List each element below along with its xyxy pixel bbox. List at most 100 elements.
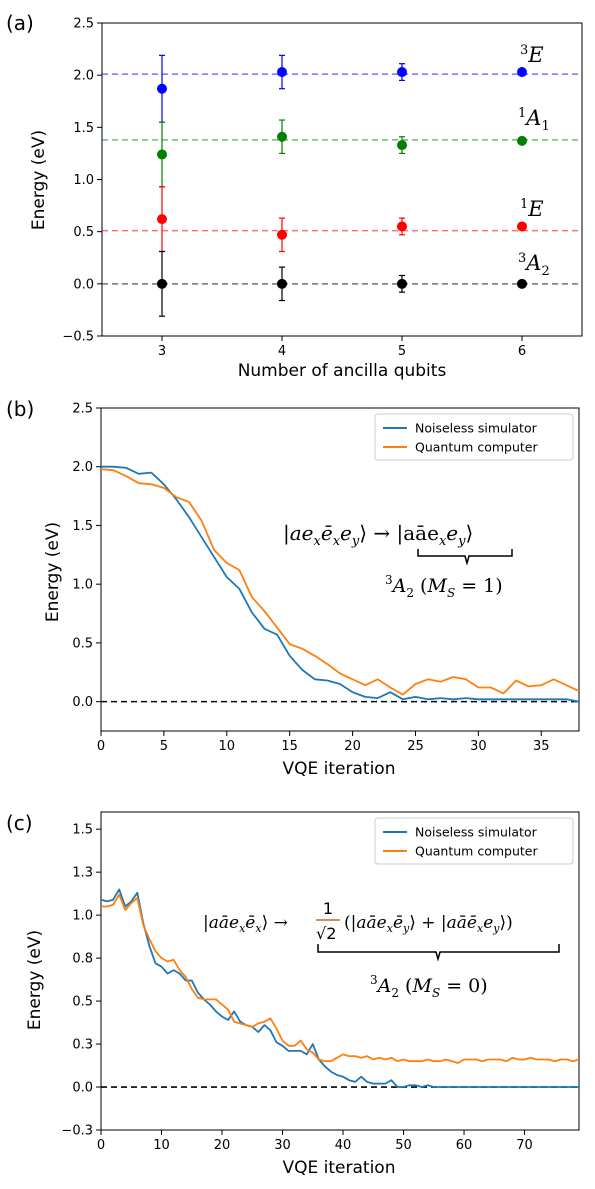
data-point-3A2 bbox=[397, 278, 407, 289]
legend-label: Quantum computer bbox=[415, 440, 538, 455]
data-point-3A2 bbox=[517, 278, 527, 289]
panel-c-ytick-label: 0.5 bbox=[72, 995, 93, 1010]
legend-label: Quantum computer bbox=[415, 844, 538, 859]
panel-a-xtick-label: 6 bbox=[518, 344, 526, 359]
panel-c-ytick-label: 0.3 bbox=[72, 1038, 93, 1053]
panel-b-xtick-label: 20 bbox=[344, 739, 361, 754]
panel-a-ylabel: Energy (eV) bbox=[29, 130, 49, 230]
panel-b-ylabel: Energy (eV) bbox=[43, 522, 63, 622]
panel-a-frame bbox=[101, 22, 583, 337]
panel-a-ytick-label: −0.5 bbox=[62, 330, 94, 345]
panel-a-xlabel: Number of ancilla qubits bbox=[238, 361, 447, 381]
panel-c-ylabel: Energy (eV) bbox=[25, 930, 45, 1030]
frac-num: 1 bbox=[323, 899, 333, 918]
panel-b-axes: 0 5 10 15 20 25 30 35 0.0 0.5 1.0 1.5 2.0 2.5 bbox=[72, 402, 580, 754]
data-point-3A2 bbox=[277, 278, 287, 289]
panel-b-ytick-label: 0.5 bbox=[72, 636, 93, 651]
panel-a-xtick-label: 5 bbox=[398, 344, 406, 359]
panel-b-ytick-label: 0.0 bbox=[72, 695, 93, 710]
panel-c-ytick-label: 1.0 bbox=[72, 909, 93, 924]
quantum-computer-line bbox=[100, 468, 580, 696]
panel-c-ytick-label: 1.3 bbox=[72, 866, 93, 881]
panel-c-marks: Noiseless simulator Quantum computer bbox=[100, 817, 580, 1088]
data-point-3E bbox=[517, 67, 527, 78]
panel-a-ytick-label: 0.0 bbox=[73, 277, 94, 292]
panel-b-ytick-label: 2.5 bbox=[72, 402, 93, 417]
panel-b-marks: Noiseless simulator Quantum computer bbox=[100, 413, 580, 703]
panel-c-frame bbox=[100, 811, 580, 1131]
panel-b-xlabel: VQE iteration bbox=[283, 759, 396, 779]
panel-a-axes: 3 4 5 6 −0.5 0.0 0.5 1.0 1.5 2.0 2.5 bbox=[62, 17, 583, 359]
panel-c-xtick-label: 40 bbox=[335, 1138, 352, 1153]
state-label-3A2: 3A2 bbox=[518, 251, 550, 279]
panel-a-ytick-label: 1.0 bbox=[73, 173, 94, 188]
panel-label-c: (c) bbox=[6, 811, 33, 835]
panel-c-xtick-label: 10 bbox=[153, 1138, 170, 1153]
state-label-1E: 1E bbox=[520, 197, 544, 221]
panel-b-ytick-label: 1.5 bbox=[72, 519, 93, 534]
panel-c-ytick-label: −0.3 bbox=[61, 1124, 93, 1139]
panel-b-ytick-label: 2.0 bbox=[72, 460, 93, 475]
panel-c-xtick-label: 30 bbox=[274, 1138, 291, 1153]
legend-box bbox=[374, 413, 574, 461]
panel-b: (b) VQE iteration Energy (eV) 0 5 10 15 20 25… bbox=[6, 397, 580, 779]
panel-a-ytick-label: 2.0 bbox=[73, 69, 94, 84]
panel-c-xtick-label: 60 bbox=[456, 1138, 473, 1153]
panel-c-xtick-label: 0 bbox=[97, 1138, 105, 1153]
data-point-1A1 bbox=[517, 135, 527, 146]
state-label-3E: 3E bbox=[520, 43, 544, 67]
panel-b-xtick-label: 35 bbox=[533, 739, 550, 754]
frac-den: √2 bbox=[316, 924, 336, 943]
brace-b bbox=[417, 549, 513, 566]
data-point-3A2 bbox=[157, 278, 167, 289]
panel-b-frame bbox=[100, 407, 580, 732]
panel-b-annotation: |aexēxey⟩ → |aāexey⟩ 3A2 (MS = 1) bbox=[283, 521, 513, 600]
panel-b-xtick-label: 25 bbox=[407, 739, 424, 754]
noiseless-simulator-line bbox=[101, 465, 580, 703]
transition-c: |aāexēx⟩ → bbox=[203, 913, 288, 935]
data-point-1E bbox=[397, 221, 407, 232]
panel-c-xtick-label: 70 bbox=[516, 1138, 533, 1153]
panel-a-xtick-label: 3 bbox=[158, 344, 166, 359]
panel-c-xtick-label: 50 bbox=[395, 1138, 412, 1153]
data-point-1E bbox=[277, 229, 287, 240]
brace-c bbox=[317, 944, 560, 962]
data-point-1A1 bbox=[157, 149, 167, 160]
data-point-3E bbox=[277, 67, 287, 78]
data-point-1A1 bbox=[397, 140, 407, 151]
data-point-3E bbox=[157, 83, 167, 94]
panel-a-marks bbox=[102, 54, 582, 317]
legend-box bbox=[374, 817, 574, 865]
legend-label: Noiseless simulator bbox=[415, 825, 538, 840]
state-label-b: 3A2 (MS = 1) bbox=[385, 573, 503, 600]
data-point-3E bbox=[397, 67, 407, 78]
panel-b-xtick-label: 5 bbox=[160, 739, 168, 754]
panel-c: (c) VQE iteration Energy (eV) 0 10 20 30 40 5… bbox=[6, 811, 580, 1178]
panel-b-xtick-label: 0 bbox=[97, 739, 105, 754]
noiseless-simulator-line bbox=[100, 888, 579, 1088]
panel-a-ytick-label: 2.5 bbox=[73, 17, 94, 32]
panel-c-axes: 0 10 20 30 40 50 60 70 −0.3 0.0 0.3 0.5 0.8 1.0 1.3 1.5 bbox=[61, 811, 580, 1153]
panel-b-xtick-label: 10 bbox=[219, 739, 236, 754]
quantum-computer-line bbox=[101, 893, 580, 1064]
panel-c-ytick-label: 0.8 bbox=[72, 952, 93, 967]
state-label-1A1: 1A1 bbox=[518, 106, 550, 134]
data-point-1E bbox=[517, 221, 527, 232]
panel-b-xtick-label: 15 bbox=[281, 739, 298, 754]
panel-a-ytick-label: 1.5 bbox=[73, 121, 94, 136]
panel-label-a: (a) bbox=[6, 11, 34, 35]
panel-c-xlabel: VQE iteration bbox=[283, 1158, 396, 1178]
state-label-c: 3A2 (MS = 0) bbox=[370, 973, 488, 1000]
panel-c-xtick-label: 20 bbox=[214, 1138, 231, 1153]
data-point-1A1 bbox=[277, 131, 287, 142]
panel-a-ytick-label: 0.5 bbox=[73, 225, 94, 240]
panel-c-ytick-label: 1.5 bbox=[72, 823, 93, 838]
panel-b-xtick-label: 30 bbox=[470, 739, 487, 754]
panel-a-xtick-label: 4 bbox=[278, 344, 286, 359]
panel-a: (a) Number of ancilla qubits Energy (eV)… bbox=[6, 11, 583, 381]
legend-label: Noiseless simulator bbox=[415, 421, 538, 436]
transition-b: |aexēxey⟩ → |aāexey⟩ bbox=[283, 521, 473, 549]
panel-c-annotation: |aāexēx⟩ → 1 √2 (|aāexēy⟩ + |aāēxey⟩) 3A… bbox=[203, 899, 560, 1000]
panel-b-ytick-label: 1.0 bbox=[72, 578, 93, 593]
